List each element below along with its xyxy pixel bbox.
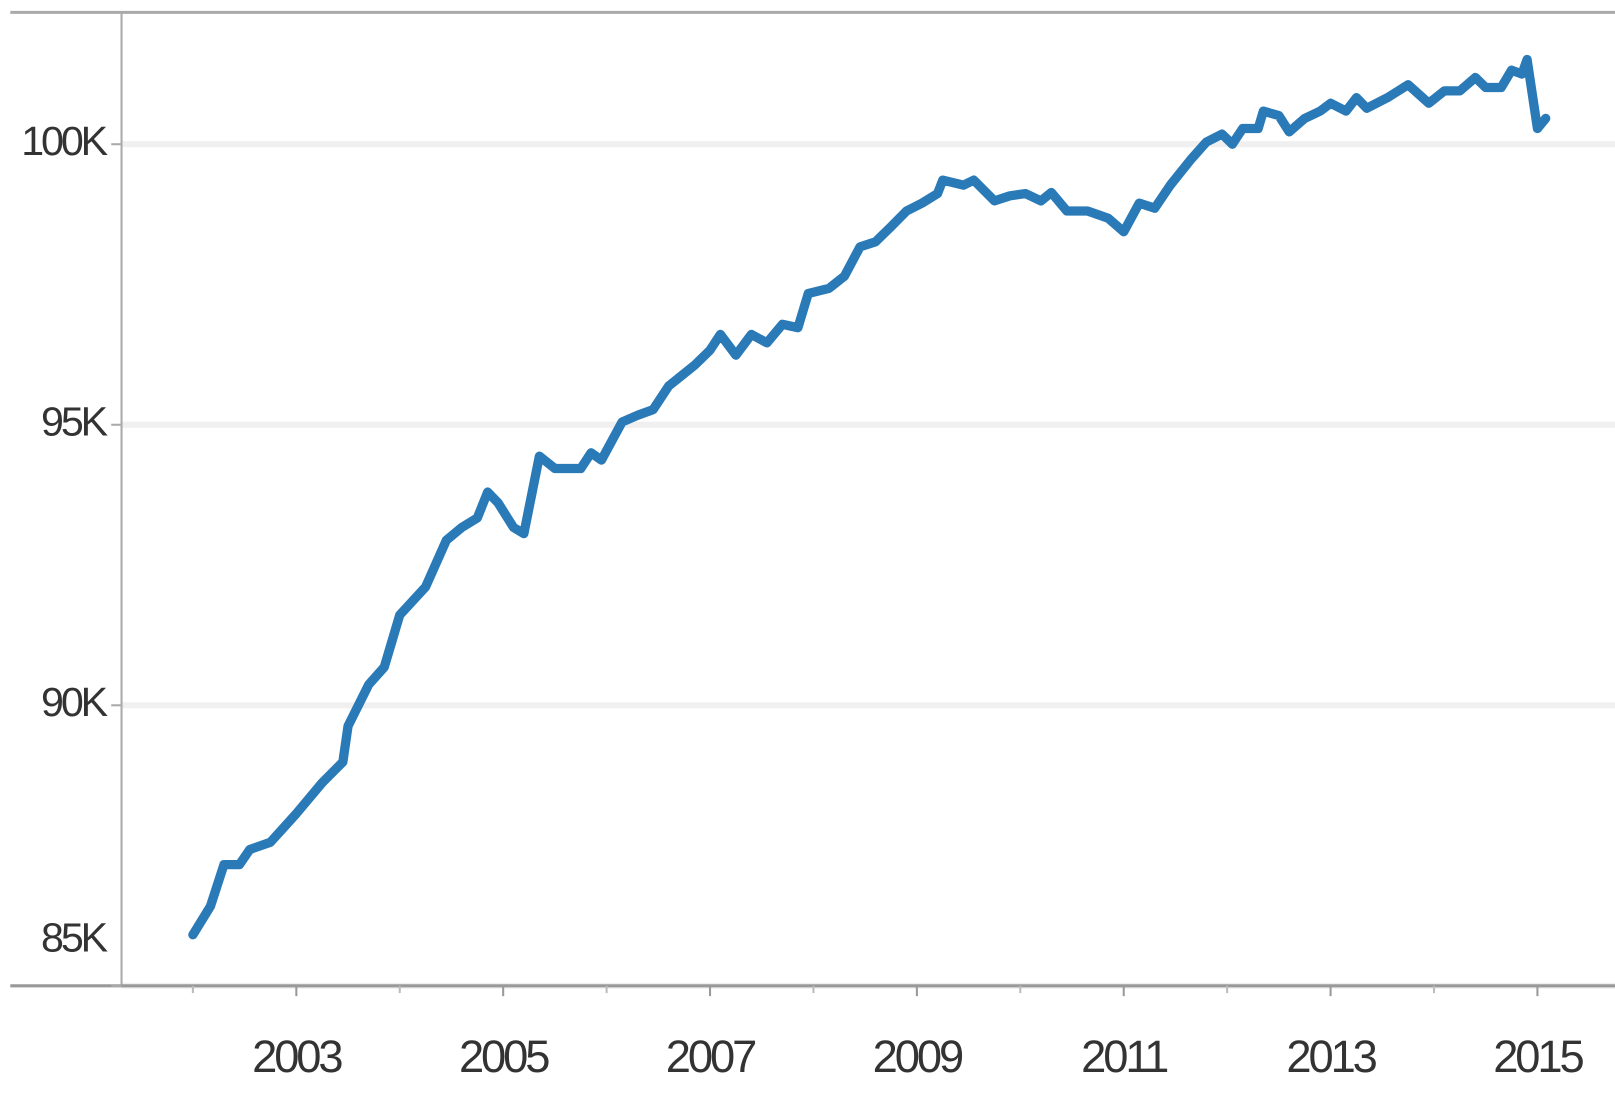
x-tick-label: 2003 bbox=[252, 1031, 342, 1082]
y-tick-label: 85K bbox=[41, 914, 109, 960]
y-tick-label: 95K bbox=[41, 399, 109, 445]
x-tick-label: 2013 bbox=[1286, 1031, 1376, 1082]
line-series bbox=[188, 54, 1551, 940]
x-tick-label: 2007 bbox=[666, 1031, 755, 1082]
x-tick-label: 2009 bbox=[873, 1031, 963, 1082]
x-tick-label: 2005 bbox=[459, 1031, 549, 1082]
x-tick-label: 2015 bbox=[1493, 1031, 1583, 1082]
y-tick-label: 90K bbox=[41, 679, 109, 725]
x-tick-label: 2011 bbox=[1081, 1031, 1167, 1082]
y-tick-label: 100K bbox=[21, 118, 108, 164]
